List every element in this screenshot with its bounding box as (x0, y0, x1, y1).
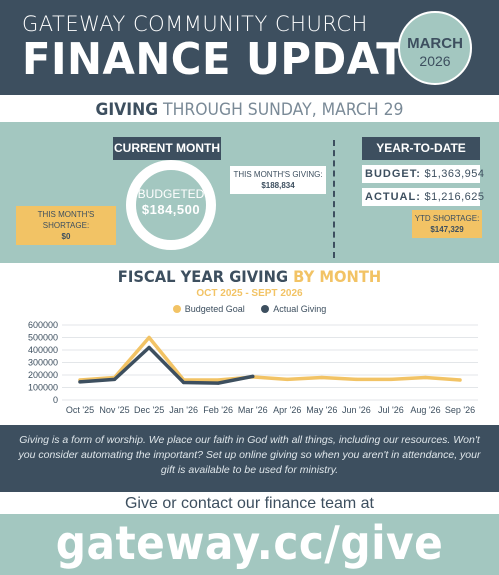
data-point-budgeted (423, 375, 428, 380)
legend-item-actual: Actual Giving (261, 304, 326, 314)
badge-year: 2026 (419, 53, 451, 69)
legend-swatch-actual (261, 305, 270, 313)
legend-label-budgeted: Budgeted Goal (184, 304, 245, 314)
legend-swatch-budgeted (172, 305, 181, 313)
ytd-budget-label: BUDGET: (365, 168, 421, 180)
giving-heading-lead: GIVING (95, 100, 159, 120)
url-band: gateway.cc/give (0, 514, 499, 575)
ytd-actual-label: ACTUAL: (365, 191, 421, 203)
budgeted-value: $184,500 (141, 202, 201, 217)
data-point-budgeted (458, 378, 462, 382)
giving-through-heading: GIVING THROUGH SUNDAY, MARCH 29 (20, 96, 479, 122)
chart-title-highlight: BY MONTH (293, 267, 382, 286)
x-tick-label: Feb '26 (203, 405, 233, 415)
data-point-budgeted (147, 335, 151, 340)
y-tick-label: 200000 (28, 370, 58, 380)
y-tick-label: 500000 (28, 333, 58, 343)
message-panel: Giving is a form of worship. We place ou… (0, 425, 499, 492)
x-tick-label: Jul '26 (378, 405, 404, 415)
legend-item-budgeted: Budgeted Goal (172, 304, 245, 314)
data-point-budgeted (354, 377, 358, 381)
chart-section: FISCAL YEAR GIVING BY MONTH OCT 2025 - S… (0, 263, 499, 425)
y-tick-label: 400000 (28, 345, 58, 355)
ytd-budget: BUDGET: $1,363,954 (362, 165, 484, 183)
data-point-budgeted (285, 377, 289, 381)
data-point-budgeted (216, 378, 220, 382)
x-tick-label: Jan '26 (169, 405, 198, 415)
x-tick-label: Oct '25 (66, 405, 94, 415)
y-tick-label: 600000 (28, 320, 58, 330)
y-tick-label: 100000 (28, 383, 58, 393)
data-point-actual (216, 381, 220, 385)
legend-label-actual: Actual Giving (273, 304, 327, 314)
giving-line-chart: 600000 500000 400000 300000 200000 100000 0 Oct… (28, 320, 478, 415)
month-giving-value: $188,834 (261, 181, 295, 190)
data-point-actual (182, 380, 186, 385)
x-tick-label: Sep '26 (445, 405, 475, 415)
data-point-actual (112, 377, 117, 381)
badge-month: MARCH (407, 35, 463, 52)
ytd-shortage-note: YTD SHORTAGE: $147,329 (412, 210, 482, 238)
give-url-link[interactable]: gateway.cc/give (55, 516, 444, 570)
chart-subtitle: OCT 2025 - SEPT 2026 (196, 288, 303, 299)
month-giving-note: THIS MONTH'S GIVING: $188,834 (230, 166, 326, 194)
message-text: Giving is a form of worship. We place ou… (18, 434, 481, 476)
x-tick-label: Dec '25 (134, 405, 164, 415)
page-title: FINANCE UPDATE (22, 34, 435, 85)
ytd-shortage-label: YTD SHORTAGE: (414, 214, 480, 223)
data-point-budgeted (389, 377, 393, 381)
giving-heading-rest: THROUGH SUNDAY, MARCH 29 (163, 100, 404, 120)
summary-panel: CURRENT MONTH BUDGETED $184,500 THIS MON… (0, 122, 499, 263)
month-giving-label: THIS MONTH'S GIVING: (233, 170, 323, 179)
data-point-budgeted (320, 375, 324, 380)
ytd-actual: ACTUAL: $1,216,625 (362, 188, 484, 206)
month-shortage-value: $0 (61, 232, 71, 241)
x-tick-label: Apr '26 (273, 405, 301, 415)
ytd-actual-value: $1,216,625 (424, 191, 485, 203)
chart-title: FISCAL YEAR GIVING BY MONTH (20, 267, 479, 286)
data-point-actual (78, 380, 82, 384)
series-line-budgeted (78, 335, 462, 382)
data-point-actual (251, 374, 255, 378)
chart-legend: Budgeted Goal Actual Giving (0, 304, 499, 314)
header: GATEWAY COMMUNITY CHURCH FINANCE UPDATE … (0, 0, 499, 95)
ytd-shortage-value: $147,329 (430, 225, 464, 234)
x-tick-label: Mar '26 (238, 405, 268, 415)
cta-text: Give or contact our finance team at (124, 495, 374, 512)
month-shortage-note: THIS MONTH'S SHORTAGE: $0 (16, 206, 116, 245)
x-tick-label: Aug '26 (410, 405, 440, 415)
ytd-label: YEAR-TO-DATE (362, 137, 480, 160)
budgeted-ring: BUDGETED $184,500 (126, 160, 216, 250)
series-line-actual (78, 345, 255, 385)
y-tick-label: 0 (53, 395, 58, 405)
chart-title-lead: FISCAL YEAR GIVING (117, 267, 289, 286)
y-tick-label: 300000 (28, 358, 58, 368)
church-name: GATEWAY COMMUNITY CHURCH (22, 12, 368, 36)
current-month-label: CURRENT MONTH (113, 137, 221, 160)
x-tick-label: Nov '25 (99, 405, 129, 415)
budgeted-label: BUDGETED (137, 187, 205, 201)
month-badge: MARCH 2026 (398, 11, 472, 85)
x-tick-label: Jun '26 (342, 405, 371, 415)
section-divider (333, 140, 335, 258)
month-shortage-label: THIS MONTH'S SHORTAGE: (37, 210, 95, 230)
data-point-actual (147, 345, 151, 350)
ytd-budget-value: $1,363,954 (424, 168, 485, 180)
x-tick-label: May '26 (306, 405, 337, 415)
